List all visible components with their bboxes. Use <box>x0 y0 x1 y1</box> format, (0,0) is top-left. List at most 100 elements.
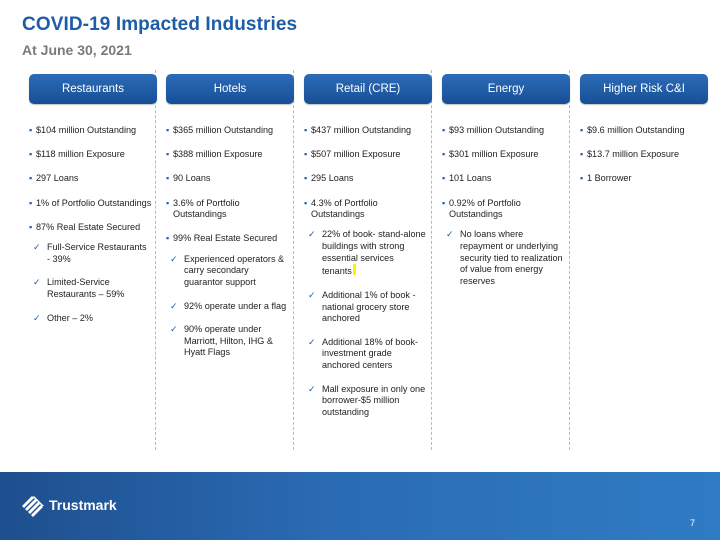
trustmark-logo-icon <box>22 496 44 517</box>
checkmark-icon: ✓ <box>308 336 316 347</box>
bullet-list: ▪ $9.6 million Outstanding ▪ $13.7 million … <box>580 125 708 185</box>
square-bullet-icon: ▪ <box>442 149 446 160</box>
page-subtitle: At June 30, 2021 <box>22 42 132 58</box>
square-bullet-icon: ▪ <box>580 149 584 160</box>
list-item: ▪ 87% Real Estate Secured <box>29 222 157 234</box>
check-item: ✓ Limited-Service Restaurants – 59% <box>31 277 157 300</box>
list-item-text: $365 million Outstanding <box>173 125 274 135</box>
check-item-text: Additional 18% of book-investment grade … <box>322 336 419 371</box>
check-item-text: 22% of book- stand-alone buildings with … <box>322 229 426 277</box>
list-item: ▪ $388 million Exposure <box>166 149 294 161</box>
column-header: Higher Risk C&I <box>580 74 708 104</box>
square-bullet-icon: ▪ <box>29 149 33 160</box>
square-bullet-icon: ▪ <box>166 173 170 184</box>
list-item: ▪ 1% of Portfolio Outstandings <box>29 198 157 210</box>
square-bullet-icon: ▪ <box>166 149 170 160</box>
list-item: ▪ $437 million Outstanding <box>304 125 432 137</box>
column-divider <box>293 70 294 450</box>
checkmark-icon: ✓ <box>308 289 316 300</box>
list-item-text: 0.92% of Portfolio Outstandings <box>449 197 521 220</box>
checkmark-icon: ✓ <box>170 324 178 335</box>
check-item-text: Other – 2% <box>47 312 93 323</box>
list-item-text: 101 Loans <box>449 173 492 184</box>
list-item: ▪ 295 Loans <box>304 173 432 185</box>
column-3: Energy ▪ $93 million Outstanding ▪ $301 mill… <box>442 74 570 300</box>
square-bullet-icon: ▪ <box>304 197 308 208</box>
check-item-text: No loans where repayment or underlying s… <box>460 229 563 286</box>
list-item-text: $118 million Exposure <box>36 149 125 160</box>
list-item-text: 1 Borrower <box>587 173 632 184</box>
check-item: ✓ Additional 18% of book-investment grade… <box>306 337 432 372</box>
checkmark-icon: ✓ <box>446 229 454 240</box>
list-item: ▪ 4.3% of Portfolio Outstandings <box>304 198 432 221</box>
square-bullet-icon: ▪ <box>29 221 33 232</box>
list-item: ▪ $9.6 million Outstanding <box>580 125 708 137</box>
list-item-text: 99% Real Estate Secured <box>173 233 278 244</box>
column-4: Higher Risk C&I ▪ $9.6 million Outstanding… <box>580 74 708 198</box>
square-bullet-icon: ▪ <box>304 173 308 184</box>
list-item: ▪ $104 million Outstanding <box>29 125 157 137</box>
column-divider <box>431 70 432 450</box>
square-bullet-icon: ▪ <box>442 197 446 208</box>
checkmark-icon: ✓ <box>33 241 41 252</box>
check-item-text: Experienced operators & carry secondary … <box>184 253 285 287</box>
check-item-text: 90% operate under Marriott, Hilton, IHG … <box>184 324 273 358</box>
list-item: ▪ 1 Borrower <box>580 173 708 185</box>
checkmark-icon: ✓ <box>170 253 178 264</box>
check-item: ✓ No loans where repayment or underlying … <box>444 229 570 287</box>
column-body: ▪ $365 million Outstanding ▪ $388 million E… <box>166 125 294 359</box>
square-bullet-icon: ▪ <box>304 125 308 135</box>
column-2: Retail (CRE) ▪ $437 million Outstanding ▪ $5… <box>304 74 432 431</box>
list-item-text: $104 million Outstanding <box>36 125 137 135</box>
list-item-text: $93 million Outstanding <box>449 125 545 135</box>
check-list: ✓ 22% of book- stand-alone buildings with… <box>304 229 432 418</box>
square-bullet-icon: ▪ <box>29 173 33 184</box>
list-item: ▪ $13.7 million Exposure <box>580 149 708 161</box>
column-header: Energy <box>442 74 570 104</box>
check-item: ✓ 90% operate under Marriott, Hilton, IHG… <box>168 324 294 359</box>
trustmark-logo: Trustmark <box>20 492 117 518</box>
checkmark-icon: ✓ <box>308 383 316 394</box>
column-1: Hotels ▪ $365 million Outstanding ▪ $388 mil… <box>166 74 294 371</box>
square-bullet-icon: ▪ <box>29 125 33 135</box>
bullet-list: ▪ $437 million Outstanding ▪ $507 million E… <box>304 125 432 221</box>
column-0: Restaurants ▪ $104 million Outstanding ▪ $11… <box>29 74 157 336</box>
column-body: ▪ $9.6 million Outstanding ▪ $13.7 million … <box>580 125 708 185</box>
list-item: ▪ $93 million Outstanding <box>442 125 570 137</box>
check-item: ✓ Mall exposure in only one borrower-$5 m… <box>306 384 432 419</box>
list-item-text: 90 Loans <box>173 173 211 184</box>
square-bullet-icon: ▪ <box>29 197 33 208</box>
page-number: 7 <box>689 518 695 528</box>
list-item-text: $437 million Outstanding <box>311 125 412 135</box>
list-item-text: $388 million Exposure <box>173 149 263 160</box>
check-item-text: Additional 1% of book - national grocery… <box>322 289 416 324</box>
square-bullet-icon: ▪ <box>166 233 170 244</box>
check-item-text: 92% operate under a flag <box>184 300 287 311</box>
list-item-text: $13.7 million Exposure <box>587 149 679 160</box>
check-item-text: Full-Service Restaurants - 39% <box>47 241 147 264</box>
checkmark-icon: ✓ <box>308 229 316 240</box>
list-item: ▪ 101 Loans <box>442 173 570 185</box>
column-header: Hotels <box>166 74 294 104</box>
list-item: ▪ $301 million Exposure <box>442 149 570 161</box>
page-title: COVID-19 Impacted Industries <box>22 14 298 35</box>
column-divider <box>569 70 570 450</box>
column-header: Retail (CRE) <box>304 74 432 104</box>
column-divider <box>155 70 156 450</box>
check-list: ✓ No loans where repayment or underlying … <box>442 229 570 287</box>
check-list: ✓ Full-Service Restaurants - 39% ✓ Limited-… <box>29 242 157 324</box>
square-bullet-icon: ▪ <box>580 125 584 135</box>
square-bullet-icon: ▪ <box>442 125 446 135</box>
list-item: ▪ 3.6% of Portfolio Outstandings <box>166 198 294 221</box>
square-bullet-icon: ▪ <box>442 173 446 184</box>
check-item: ✓ Additional 1% of book - national grocer… <box>306 290 432 325</box>
bullet-list: ▪ $365 million Outstanding ▪ $388 million E… <box>166 125 294 245</box>
list-item: ▪ $118 million Exposure <box>29 149 157 161</box>
list-item-text: 297 Loans <box>36 173 79 184</box>
list-item-text: 295 Loans <box>311 173 354 184</box>
checkmark-icon: ✓ <box>33 277 41 288</box>
list-item: ▪ 99% Real Estate Secured <box>166 233 294 245</box>
list-item: ▪ $365 million Outstanding <box>166 125 294 137</box>
list-item-text: $507 million Exposure <box>311 149 401 160</box>
list-item: ▪ $507 million Exposure <box>304 149 432 161</box>
